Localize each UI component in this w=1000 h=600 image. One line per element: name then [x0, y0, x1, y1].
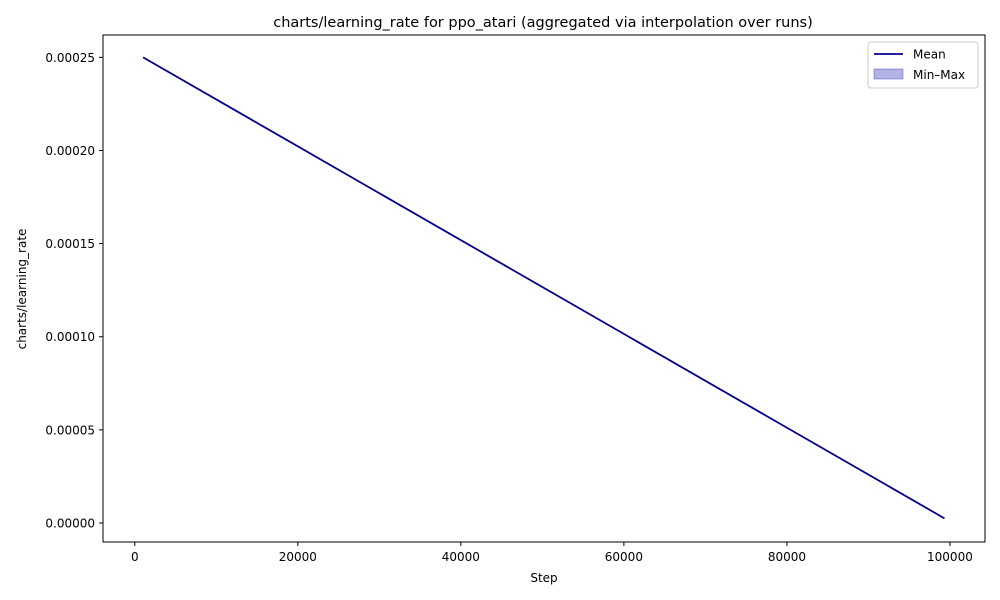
x-axis-label: Step	[530, 571, 557, 585]
plot-frame	[102, 34, 986, 543]
legend: Mean Min–Max	[867, 41, 979, 89]
y-tick-label: 0.00010	[45, 330, 95, 344]
x-tick-label: 100000	[927, 550, 973, 564]
x-tick-label: 40000	[442, 550, 480, 564]
series-layer	[142, 56, 945, 520]
chart-title: charts/learning_rate for ppo_atari (aggr…	[273, 15, 813, 31]
y-axis-label: charts/learning_rate	[15, 229, 29, 350]
x-tick-label: 80000	[768, 550, 806, 564]
y-tick-label: 0.00025	[45, 51, 95, 65]
x-tick-label: 0	[131, 550, 139, 564]
x-tick-label: 20000	[279, 550, 317, 564]
legend-min-max-label: Min–Max	[913, 68, 965, 82]
y-tick-label: 0.00000	[45, 517, 95, 531]
y-tick-label: 0.00015	[45, 237, 95, 251]
x-axis: 0 20000 40000 60000 80000 100000	[131, 542, 973, 564]
legend-mean-label: Mean	[913, 48, 946, 62]
x-tick-label: 60000	[605, 550, 643, 564]
series-line-0	[142, 56, 945, 520]
y-tick-label: 0.00005	[45, 423, 95, 437]
plot-area	[102, 34, 986, 543]
y-axis: 0.00000 0.00005 0.00010 0.00015 0.00020 0.000…	[45, 51, 103, 531]
y-tick-label: 0.00020	[45, 144, 95, 158]
legend-min-max-swatch	[873, 68, 904, 80]
